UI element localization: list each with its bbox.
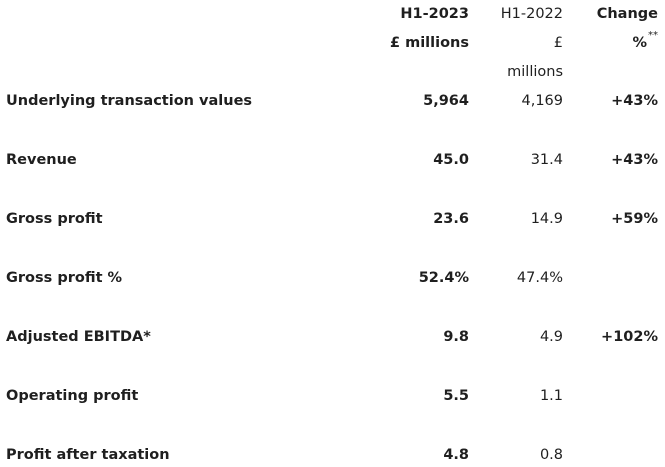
row-value-h1-2023: 52.4% <box>418 270 469 286</box>
row-value-h1-2022: 47.4% <box>516 270 563 286</box>
row-value-h1-2023: 9.8 <box>443 329 469 345</box>
row-value-h1-2023: 45.0 <box>433 152 469 168</box>
header-h1-2022-unit: £ <box>553 35 563 51</box>
row-label-gross-profit: Gross profit <box>6 211 103 227</box>
row-value-change: +43% <box>611 93 658 109</box>
header-change-unit: % <box>632 33 647 53</box>
row-value-h1-2022: 4,169 <box>521 93 563 109</box>
header-change: Change <box>596 6 658 22</box>
row-value-h1-2022: 4.9 <box>539 329 563 345</box>
row-value-h1-2022: 1.1 <box>539 388 563 404</box>
row-value-h1-2023: 5.5 <box>443 388 469 404</box>
row-label-profit-after-taxation: Profit after taxation <box>6 447 170 463</box>
header-change-footnote-marker: ** <box>648 30 658 41</box>
row-label-adjusted-ebitda: Adjusted EBITDA* <box>6 329 151 345</box>
row-value-h1-2023: 4.8 <box>443 447 469 463</box>
row-value-h1-2023: 5,964 <box>423 93 469 109</box>
row-label-operating-profit: Operating profit <box>6 388 139 404</box>
header-h1-2023-unit: £ millions <box>389 35 469 51</box>
header-change-percent: % <box>632 35 647 51</box>
row-value-change: +102% <box>601 329 658 345</box>
header-h1-2022: H1-2022 <box>500 6 563 22</box>
row-value-change: +59% <box>611 211 658 227</box>
header-h1-2023: H1-2023 <box>400 6 469 22</box>
row-value-h1-2022: 31.4 <box>530 152 563 168</box>
row-label-gross-profit-percent: Gross profit % <box>6 270 123 286</box>
header-h1-2022-unit-cont: millions <box>507 64 563 80</box>
row-value-h1-2023: 23.6 <box>433 211 469 227</box>
row-value-h1-2022: 14.9 <box>530 211 563 227</box>
row-label-revenue: Revenue <box>6 152 77 168</box>
row-value-change: +43% <box>611 152 658 168</box>
row-label-underlying-transaction-values: Underlying transaction values <box>6 93 253 109</box>
row-value-h1-2022: 0.8 <box>539 447 563 463</box>
